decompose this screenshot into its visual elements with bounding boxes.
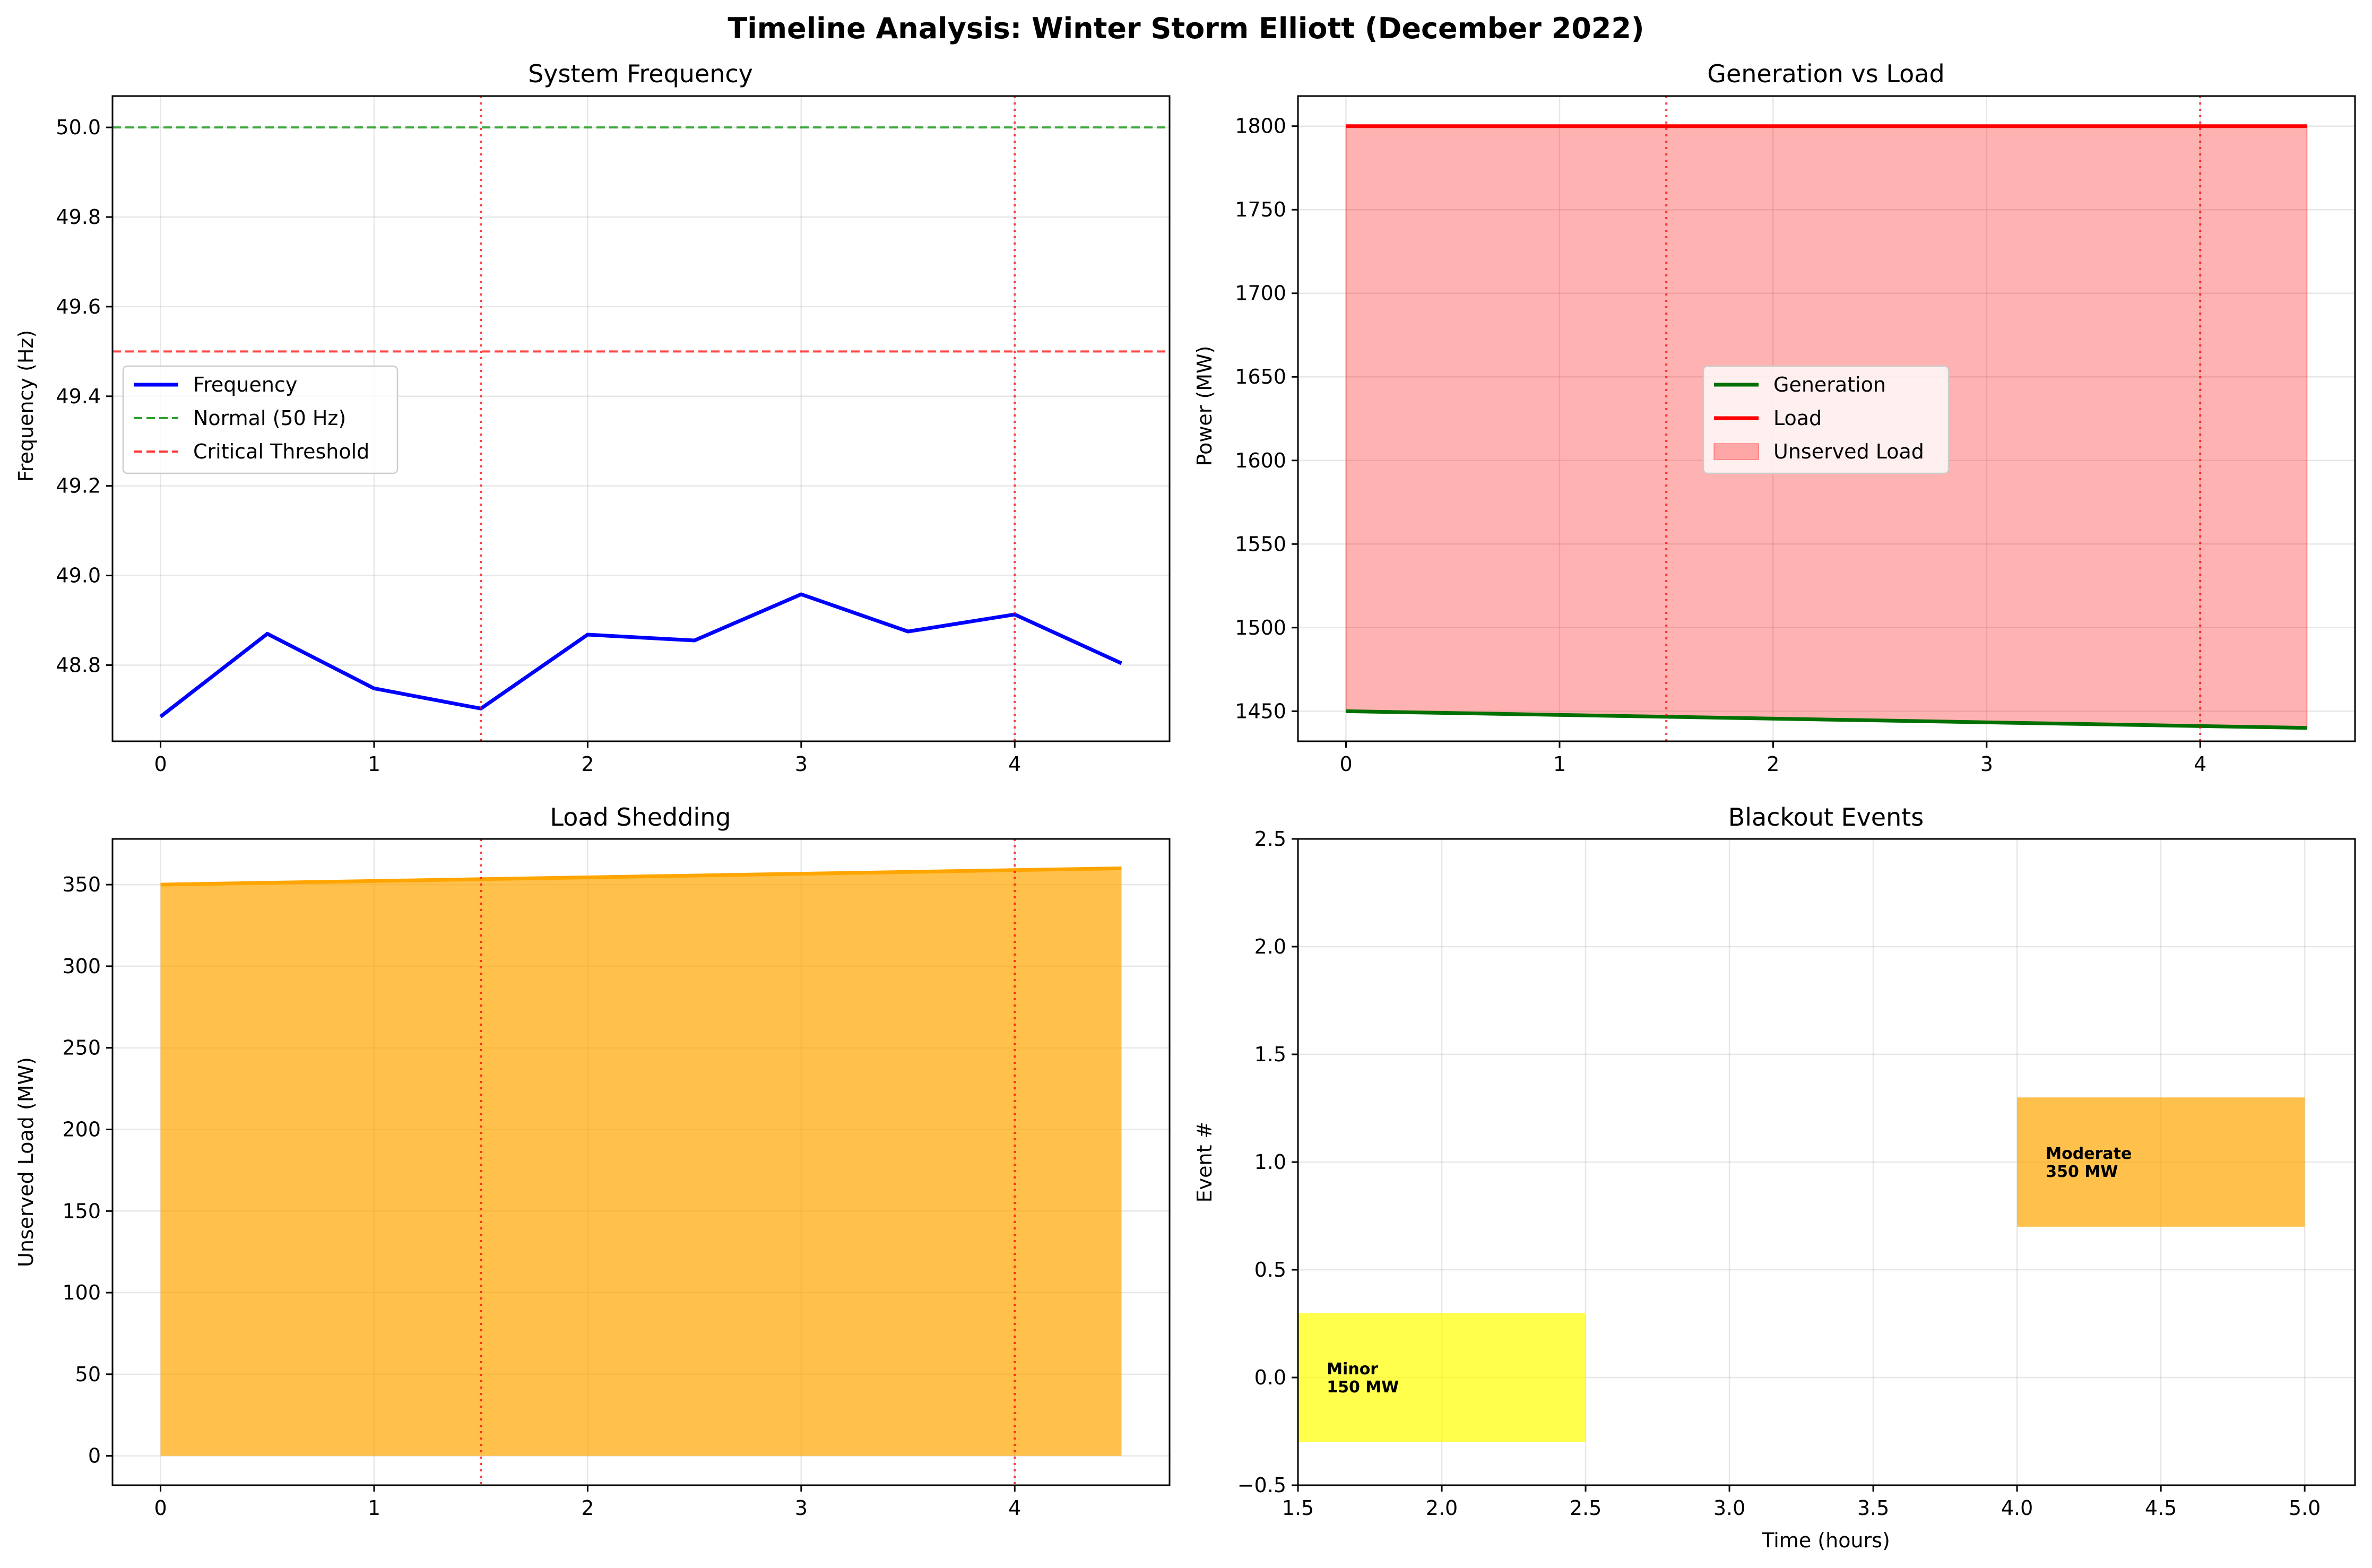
shedding-panel: Load Shedding 0 1 2 3 4 0 50 100 150 200 250 300 350… bbox=[14, 803, 1171, 1520]
frequency-panel: System Frequency 0 1 2 3 4 48.8 49.0 49.2 49.4 49… bbox=[14, 59, 1171, 776]
unserved-load-line bbox=[160, 866, 1122, 887]
blackouts-x-tick-label: 2.0 bbox=[1426, 1496, 1458, 1520]
frequency-x-tick-label: 4 bbox=[1008, 752, 1021, 776]
shedding-panel-title: Load Shedding bbox=[550, 803, 731, 831]
frequency-y-tick-label: 49.0 bbox=[56, 564, 101, 587]
generation-y-axis-label: Power (MW) bbox=[1193, 346, 1216, 466]
blackout-event-label: 150 MW bbox=[1327, 1378, 1399, 1397]
shedding-axes-frame bbox=[111, 838, 1171, 1486]
blackout-event-bar bbox=[1298, 1313, 1586, 1442]
blackouts-x-tick-label: 3.0 bbox=[1713, 1496, 1745, 1520]
blackout-event-label: Moderate bbox=[2046, 1145, 2132, 1163]
legend-swatch-unserved bbox=[1713, 443, 1759, 460]
blackouts-y-tick-label: 1.0 bbox=[1254, 1150, 1286, 1174]
blackouts-y-axis-label: Event # bbox=[1193, 1122, 1216, 1203]
blackouts-y-tick-label: 0.5 bbox=[1254, 1258, 1286, 1281]
frequency-y-tick-label: 48.8 bbox=[56, 653, 101, 677]
shedding-x-tick-label: 2 bbox=[581, 1496, 594, 1520]
shedding-plot: 0 1 2 3 4 0 50 100 150 200 250 300 350 bbox=[62, 838, 1171, 1520]
legend-label-frequency: Frequency bbox=[193, 373, 297, 396]
blackouts-x-tick-label: 4.5 bbox=[2145, 1496, 2177, 1520]
blackouts-y-tick-label: 0.0 bbox=[1254, 1366, 1286, 1389]
shedding-y-axis-label: Unserved Load (MW) bbox=[14, 1057, 38, 1267]
frequency-x-tick-label: 0 bbox=[154, 752, 167, 776]
shedding-x-tick-label: 3 bbox=[795, 1496, 808, 1520]
generation-y-tick-label: 1450 bbox=[1235, 699, 1286, 723]
frequency-y-tick-label: 49.2 bbox=[56, 474, 101, 498]
generation-y-tick-label: 1800 bbox=[1235, 115, 1286, 138]
frequency-line bbox=[159, 592, 1122, 718]
blackouts-y-tick-label: 2.5 bbox=[1254, 827, 1286, 851]
blackouts-y-tick-label: 2.0 bbox=[1254, 935, 1286, 958]
generation-x-tick-label: 0 bbox=[1339, 752, 1352, 776]
frequency-x-tick-label: 1 bbox=[368, 752, 380, 776]
blackout-event-label: Minor bbox=[1327, 1360, 1378, 1379]
frequency-y-tick-label: 50.0 bbox=[56, 116, 101, 139]
frequency-y-tick-label: 49.4 bbox=[56, 385, 101, 408]
shedding-x-tick-label: 0 bbox=[154, 1496, 167, 1520]
generation-y-tick-label: 1500 bbox=[1235, 616, 1286, 639]
generation-y-tick-label: 1600 bbox=[1235, 449, 1286, 472]
generation-x-tick-label: 2 bbox=[1767, 752, 1779, 776]
blackout-event-label: 350 MW bbox=[2046, 1163, 2118, 1181]
generation-x-tick-label: 4 bbox=[2194, 752, 2206, 776]
legend-label-normal: Normal (50 Hz) bbox=[193, 406, 346, 430]
blackouts-x-tick-label: 4.0 bbox=[2001, 1496, 2033, 1520]
blackouts-x-axis-label: Time (hours) bbox=[1761, 1529, 1890, 1552]
shedding-y-tick-label: 250 bbox=[62, 1036, 101, 1060]
generation-y-tick-label: 1750 bbox=[1235, 198, 1286, 221]
blackouts-x-tick-label: 5.0 bbox=[2289, 1496, 2321, 1520]
frequency-panel-title: System Frequency bbox=[528, 59, 753, 88]
frequency-legend: Frequency Normal (50 Hz) Critical Thresh… bbox=[122, 365, 399, 474]
shedding-y-tick-label: 300 bbox=[62, 955, 101, 978]
legend-label-critical: Critical Threshold bbox=[193, 440, 369, 463]
blackouts-x-tick-label: 1.5 bbox=[1282, 1496, 1314, 1520]
legend-label-load: Load bbox=[1773, 406, 1822, 430]
generation-legend: Generation Load Unserved Load bbox=[1702, 365, 1950, 474]
frequency-plot: 0 1 2 3 4 48.8 49.0 49.2 49.4 49.6 49.8 50.0 bbox=[56, 95, 1171, 776]
shedding-y-tick-label: 50 bbox=[75, 1363, 101, 1386]
frequency-legend-box bbox=[122, 365, 399, 474]
frequency-x-tick-label: 3 bbox=[795, 752, 808, 776]
generation-x-tick-label: 1 bbox=[1553, 752, 1566, 776]
frequency-y-axis-label: Frequency (Hz) bbox=[14, 330, 38, 482]
blackout-event-bar bbox=[2017, 1097, 2305, 1227]
blackouts-panel-title: Blackout Events bbox=[1728, 803, 1924, 831]
generation-legend-box bbox=[1702, 365, 1950, 474]
shedding-y-tick-label: 100 bbox=[62, 1281, 101, 1304]
generation-y-tick-label: 1650 bbox=[1235, 365, 1286, 388]
unserved-load-area bbox=[160, 868, 1122, 1456]
frequency-y-tick-label: 49.8 bbox=[56, 205, 101, 229]
blackouts-x-tick-label: 3.5 bbox=[1857, 1496, 1889, 1520]
generation-axes-frame bbox=[1297, 95, 2356, 742]
figure-title: Timeline Analysis: Winter Storm Elliott … bbox=[728, 12, 1644, 45]
shedding-x-tick-label: 1 bbox=[368, 1496, 380, 1520]
shedding-y-tick-label: 350 bbox=[62, 873, 101, 896]
frequency-x-tick-label: 2 bbox=[581, 752, 594, 776]
frequency-axes-frame bbox=[111, 95, 1171, 742]
legend-label-generation: Generation bbox=[1773, 373, 1886, 396]
shedding-x-tick-label: 4 bbox=[1008, 1496, 1021, 1520]
blackouts-x-tick-label: 2.5 bbox=[1570, 1496, 1601, 1520]
generation-panel: Generation vs Load 0 1 2 3 4 1450 1500 1550 1600… bbox=[1193, 59, 2356, 776]
blackouts-y-tick-label: −0.5 bbox=[1237, 1474, 1286, 1497]
blackouts-y-tick-label: 1.5 bbox=[1254, 1043, 1286, 1066]
legend-label-unserved: Unserved Load bbox=[1773, 440, 1924, 463]
frequency-y-tick-label: 49.6 bbox=[56, 295, 101, 318]
shedding-y-tick-label: 200 bbox=[62, 1117, 101, 1141]
generation-y-tick-label: 1550 bbox=[1235, 532, 1286, 556]
generation-panel-title: Generation vs Load bbox=[1707, 59, 1944, 88]
generation-line bbox=[1346, 709, 2307, 730]
shedding-y-tick-label: 0 bbox=[88, 1444, 101, 1468]
shedding-y-tick-label: 150 bbox=[62, 1199, 101, 1223]
generation-y-tick-label: 1700 bbox=[1235, 282, 1286, 305]
generation-x-tick-label: 3 bbox=[1980, 752, 1993, 776]
